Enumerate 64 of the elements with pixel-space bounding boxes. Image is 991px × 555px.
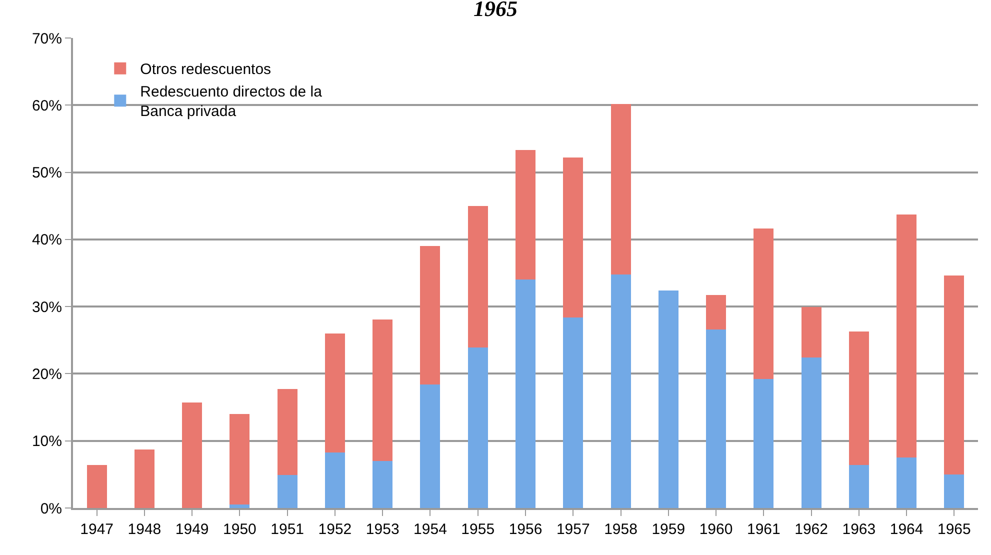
bar: [563, 317, 584, 508]
x-tick-label: 1949: [175, 521, 209, 538]
bar: [658, 290, 678, 508]
bar: [468, 348, 488, 508]
x-tick-label: 1955: [461, 521, 495, 538]
legend-label: Redescuento directos de la Banca privada: [140, 84, 323, 120]
bar: [134, 450, 154, 508]
y-tick-label: 40%: [32, 232, 62, 249]
x-tick-label: 1953: [366, 521, 400, 538]
bar: [610, 274, 631, 508]
y-tick-label: 30%: [32, 298, 62, 316]
y-tick-label: 60%: [32, 97, 62, 114]
bar: [230, 504, 250, 508]
bar: [848, 465, 869, 508]
x-tick-label: 1950: [223, 521, 256, 538]
bar: [182, 402, 202, 508]
x-tick-label: 1954: [414, 521, 447, 538]
bar: [372, 461, 393, 508]
x-tick-label: 1963: [842, 521, 876, 538]
bar: [277, 475, 298, 508]
bar: [848, 331, 869, 466]
y-tick-label: 70%: [32, 30, 62, 48]
y-tick-label: 10%: [32, 433, 62, 450]
bar: [516, 150, 536, 280]
x-tick-label: 1961: [746, 521, 780, 538]
legend-label: Otros redescuentos: [140, 61, 272, 78]
bar: [754, 228, 774, 380]
x-tick-label: 1948: [128, 521, 162, 538]
y-tick-label: 50%: [32, 164, 62, 182]
bar: [754, 379, 774, 508]
bar: [324, 452, 345, 508]
bar: [468, 206, 488, 348]
bar: [706, 329, 726, 508]
x-tick-label: 1952: [318, 521, 352, 538]
x-tick-label: 1956: [508, 521, 542, 538]
y-tick-label: 0%: [40, 500, 62, 518]
bar: [944, 474, 964, 508]
bar: [230, 414, 250, 505]
y-tick-label: 20%: [32, 366, 62, 383]
x-tick-label: 1962: [794, 521, 828, 538]
x-tick-label: 1951: [270, 521, 304, 538]
bar: [944, 276, 964, 474]
bar: [610, 104, 631, 274]
x-tick-label: 1959: [652, 521, 686, 538]
bar: [372, 319, 393, 461]
bar: [86, 465, 107, 508]
bar: [801, 307, 822, 358]
x-tick-label: 1965: [937, 521, 971, 538]
bar: [801, 358, 822, 508]
bar: [277, 389, 298, 476]
bar: [896, 214, 917, 458]
bar: [420, 384, 440, 508]
x-tick-label: 1947: [80, 521, 114, 538]
bar: [896, 458, 917, 508]
bar: [706, 295, 726, 330]
x-tick-label: 1964: [890, 521, 924, 538]
x-tick-label: 1958: [604, 521, 638, 538]
bar: [324, 333, 345, 452]
bar: [563, 158, 584, 318]
bar: [420, 246, 440, 384]
x-tick-label: 1960: [699, 521, 733, 538]
x-tick-label: 1957: [556, 521, 590, 538]
chart-title: 1965: [474, 0, 518, 22]
bar: [516, 280, 536, 508]
